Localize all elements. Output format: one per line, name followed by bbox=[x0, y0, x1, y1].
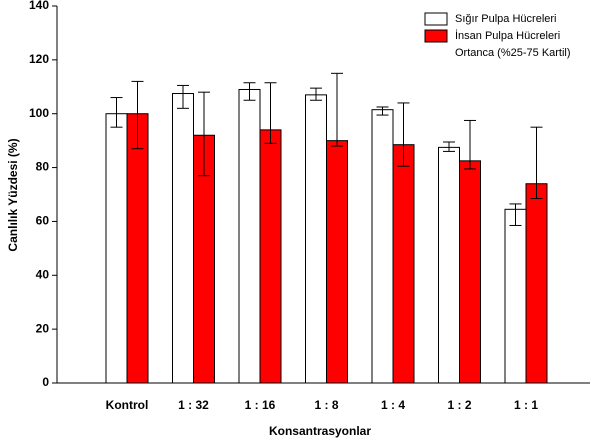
legend-swatch bbox=[424, 12, 448, 26]
x-tick-label: 1 : 16 bbox=[245, 398, 276, 412]
bar bbox=[326, 140, 348, 384]
y-axis-title: Canlılık Yüzdesi (%) bbox=[6, 138, 20, 251]
bar bbox=[371, 109, 394, 384]
x-tick-label: 1 : 1 bbox=[514, 398, 538, 412]
bar bbox=[392, 144, 415, 384]
bar bbox=[259, 129, 282, 384]
legend-label: İnsan Pulpa Hücreleri bbox=[455, 29, 560, 42]
legend-note: Ortanca (%25-75 Kartil) bbox=[455, 47, 571, 59]
bar bbox=[305, 94, 327, 384]
y-tick-label: 40 bbox=[36, 267, 50, 281]
bar bbox=[126, 113, 149, 384]
y-tick-label: 20 bbox=[36, 321, 50, 335]
legend-swatch bbox=[424, 29, 448, 43]
x-tick-label: 1 : 2 bbox=[447, 398, 471, 412]
bar bbox=[172, 93, 194, 384]
x-tick-label: 1 : 8 bbox=[314, 398, 338, 412]
y-tick-label: 80 bbox=[36, 160, 50, 174]
bar bbox=[105, 113, 128, 384]
y-tick-label: 0 bbox=[42, 375, 49, 389]
legend-label: Sığır Pulpa Hücreleri bbox=[455, 13, 557, 25]
bar bbox=[504, 208, 527, 384]
x-axis-title: Konsantrasyonlar bbox=[269, 424, 371, 438]
y-tick-label: 60 bbox=[36, 214, 50, 228]
bar bbox=[525, 183, 548, 384]
bar bbox=[438, 146, 460, 384]
x-tick-label: 1 : 32 bbox=[178, 398, 209, 412]
bar bbox=[238, 88, 261, 384]
bar bbox=[459, 160, 481, 384]
x-tick-label: 1 : 4 bbox=[381, 398, 405, 412]
x-tick-label: Kontrol bbox=[106, 398, 149, 412]
y-tick-label: 100 bbox=[29, 106, 49, 120]
y-tick-label: 140 bbox=[29, 0, 49, 12]
y-tick-label: 120 bbox=[29, 52, 49, 66]
